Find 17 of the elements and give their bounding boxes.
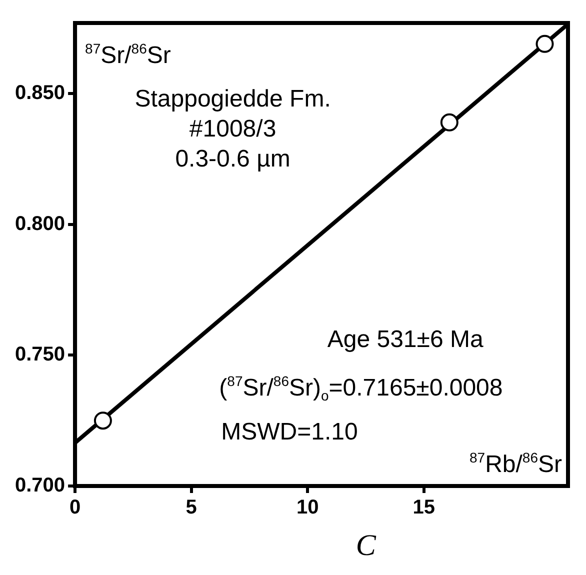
x-tick-label: 5 (186, 496, 197, 519)
x-tick-label: 15 (412, 496, 435, 519)
x-tick-label: 10 (296, 496, 319, 519)
y-tick-label: 0.850 (14, 82, 66, 104)
annotation: MSWD=1.10 (221, 418, 358, 446)
text: C (356, 529, 377, 562)
point (440, 113, 458, 132)
y-tick-label: 0.750 (14, 344, 66, 366)
annotation: 0.3-0.6 µm (175, 146, 290, 173)
annotation: #1008/3 (189, 115, 276, 142)
point (536, 34, 554, 53)
y-tick-label: 0.700 (14, 474, 66, 497)
point (94, 412, 112, 430)
annotation: Stappogiedde Fm. (134, 85, 331, 112)
y-tick-label: 0.800 (14, 212, 66, 235)
annotation: Age 531±6 Ma (327, 326, 484, 354)
x-tick-label: 0 (69, 496, 81, 519)
